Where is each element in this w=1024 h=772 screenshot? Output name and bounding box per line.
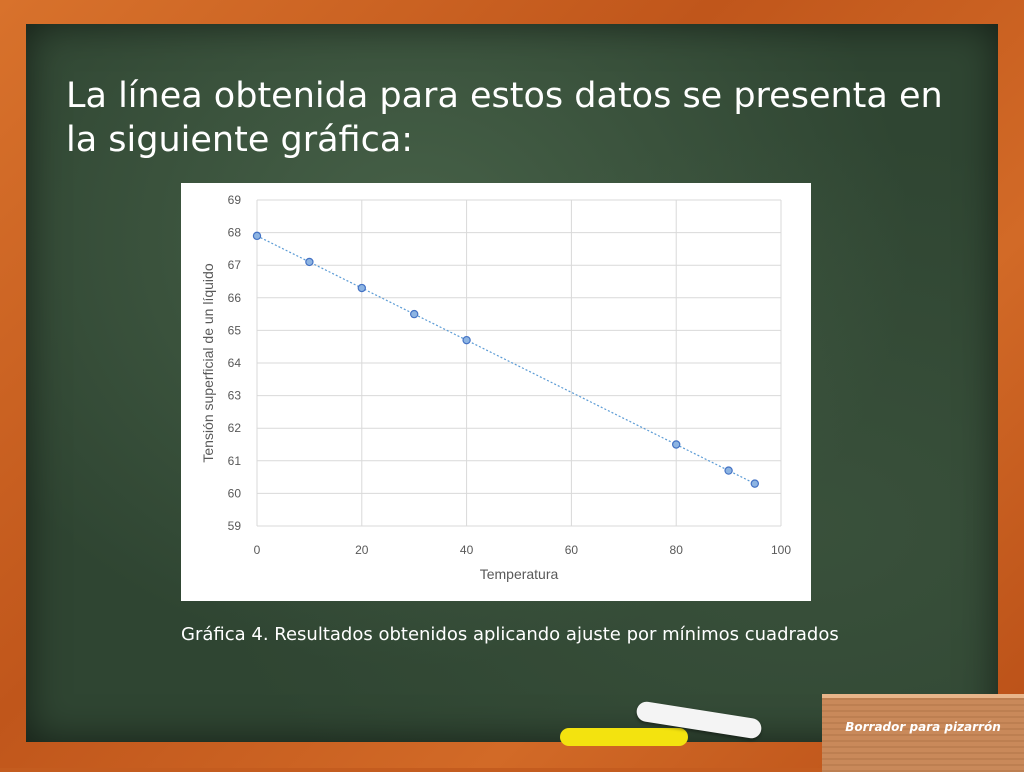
y-tick-label: 62 bbox=[228, 421, 242, 435]
chalkboard-eraser: Borrador para pizarrón bbox=[822, 694, 1024, 772]
slide-title: La línea obtenida para estos datos se pr… bbox=[66, 76, 943, 160]
data-point bbox=[357, 283, 366, 293]
y-tick-label: 69 bbox=[228, 193, 242, 207]
data-point bbox=[252, 231, 262, 241]
y-tick-label: 67 bbox=[228, 258, 242, 272]
eraser-label: Borrador para pizarrón bbox=[845, 720, 1001, 734]
data-points bbox=[252, 231, 760, 488]
y-tick-label: 63 bbox=[228, 389, 242, 403]
x-tick-labels: 0 20 40 60 80 100 bbox=[254, 543, 792, 557]
x-tick-label: 40 bbox=[460, 543, 474, 557]
data-point bbox=[305, 257, 314, 267]
chart-svg: 59 60 61 62 63 64 65 66 67 68 69 0 20 40 60 80 100 Temp… bbox=[200, 193, 792, 582]
y-tick-label: 61 bbox=[228, 454, 242, 468]
data-point bbox=[672, 440, 681, 449]
y-tick-label: 59 bbox=[228, 519, 242, 533]
x-tick-label: 0 bbox=[254, 543, 261, 557]
scatter-chart: 59 60 61 62 63 64 65 66 67 68 69 0 20 40 60 80 100 Temp… bbox=[181, 183, 811, 601]
data-point bbox=[462, 335, 471, 345]
y-tick-label: 68 bbox=[228, 226, 242, 240]
yellow-chalk bbox=[560, 728, 688, 746]
x-tick-label: 80 bbox=[670, 543, 684, 557]
data-point bbox=[409, 309, 419, 319]
y-axis-title: Tensión superficial de un líquido bbox=[200, 263, 216, 462]
y-tick-label: 64 bbox=[228, 356, 242, 370]
y-tick-label: 60 bbox=[228, 486, 242, 500]
y-tick-labels: 59 60 61 62 63 64 65 66 67 68 69 bbox=[228, 193, 242, 533]
y-tick-label: 65 bbox=[228, 323, 242, 337]
gridlines bbox=[256, 199, 782, 527]
y-tick-label: 66 bbox=[228, 291, 242, 305]
chart-caption: Gráfica 4. Resultados obtenidos aplicand… bbox=[181, 624, 839, 645]
x-tick-label: 60 bbox=[565, 543, 579, 557]
x-axis-title: Temperatura bbox=[480, 566, 559, 582]
data-point bbox=[750, 479, 760, 488]
linear-trendline bbox=[256, 235, 756, 485]
x-tick-label: 20 bbox=[355, 543, 369, 557]
data-point bbox=[724, 466, 733, 475]
x-tick-label: 100 bbox=[771, 543, 791, 557]
